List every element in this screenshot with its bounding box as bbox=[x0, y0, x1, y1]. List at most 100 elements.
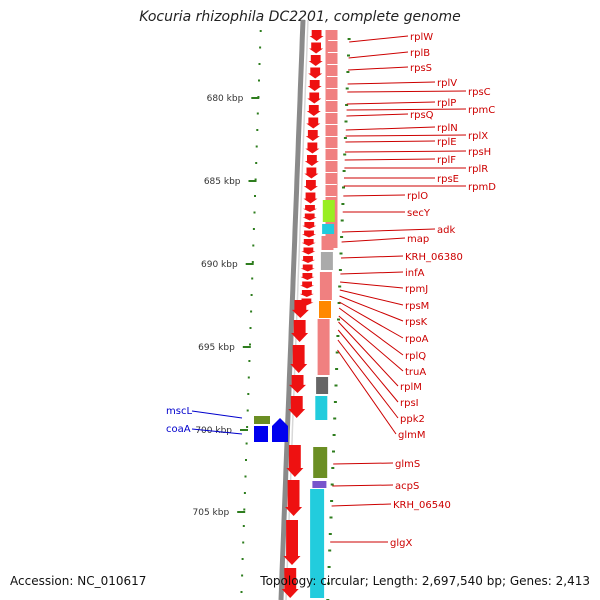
gene-label-mscl: mscL bbox=[166, 406, 192, 417]
scale-dot bbox=[251, 277, 254, 280]
gene-label-infa: infA bbox=[405, 268, 425, 279]
gene-arrow bbox=[309, 30, 324, 41]
scale-dot bbox=[248, 360, 251, 362]
gene-label-rplf: rplF bbox=[437, 155, 456, 166]
scale-dot bbox=[332, 450, 335, 453]
feature-block bbox=[320, 252, 333, 270]
summary-line: Topology: circular; Length: 2,697,540 bp… bbox=[260, 574, 590, 588]
scale-dot bbox=[254, 195, 256, 197]
scale-dot bbox=[336, 335, 340, 337]
leader-line bbox=[338, 307, 404, 356]
gene-arrow bbox=[309, 42, 324, 54]
gene-label-ppk2: ppk2 bbox=[400, 414, 425, 425]
scale-dot bbox=[344, 120, 348, 123]
gene-label-rplo: rplO bbox=[407, 191, 428, 202]
gene-arrow bbox=[285, 480, 303, 516]
scale-dot bbox=[247, 393, 250, 395]
scale-dot bbox=[345, 87, 349, 90]
feature-separator bbox=[324, 136, 339, 137]
scale-dot bbox=[243, 508, 246, 511]
scale-dot bbox=[255, 145, 258, 148]
gene-label-rplx: rplX bbox=[468, 131, 488, 142]
gene-label-krh_06540: KRH_06540 bbox=[393, 500, 451, 511]
scale-dot bbox=[347, 38, 351, 40]
leader-line bbox=[191, 410, 243, 419]
scale-tick-label: 690 kbp bbox=[201, 260, 238, 270]
gene-arrow bbox=[301, 247, 316, 255]
scale-tick-label: 685 kbp bbox=[204, 177, 241, 187]
gene-label-rpse: rpsE bbox=[437, 174, 459, 185]
scale-dot bbox=[337, 318, 340, 321]
scale-dot bbox=[242, 541, 245, 544]
gene-arrow bbox=[301, 256, 315, 263]
scale-dot bbox=[327, 566, 331, 568]
scale-tick bbox=[237, 511, 246, 513]
scale-dot bbox=[330, 500, 334, 502]
feature-block bbox=[316, 377, 329, 394]
feature-separator bbox=[323, 172, 338, 173]
gene-label-rpmd: rpmD bbox=[468, 182, 496, 193]
length-value: 2,697,540 bp; bbox=[421, 574, 507, 588]
gene-label-rpss: rpsS bbox=[410, 63, 432, 74]
leader-line bbox=[340, 271, 404, 275]
scale-dot bbox=[251, 261, 254, 263]
gene-label-acps: acpS bbox=[395, 481, 419, 492]
scale-dots bbox=[240, 30, 351, 600]
leader-line bbox=[339, 301, 404, 339]
scale-dot bbox=[328, 533, 332, 535]
gene-arrow bbox=[290, 345, 308, 373]
scale-tick bbox=[248, 180, 257, 182]
gene-label-coaa: coaA bbox=[166, 424, 191, 435]
gene-arrow bbox=[303, 180, 318, 191]
gene-label-trua: truA bbox=[405, 367, 426, 378]
scale-dot bbox=[338, 269, 342, 271]
leader-line bbox=[347, 81, 436, 85]
feature-block bbox=[325, 30, 338, 248]
gene-block-mscl bbox=[254, 416, 270, 424]
feature-block bbox=[319, 272, 332, 300]
scale-dot bbox=[259, 30, 262, 32]
leader-line bbox=[331, 503, 392, 507]
gene-arrow bbox=[306, 117, 321, 129]
scale-dot bbox=[255, 162, 258, 164]
gene-label-rplq: rplQ bbox=[405, 351, 426, 362]
gene-label-rpsq: rpsQ bbox=[410, 110, 434, 121]
scale-tick bbox=[242, 346, 251, 348]
scale-dot bbox=[328, 549, 332, 552]
scale-dot bbox=[241, 558, 244, 560]
scale-tick bbox=[245, 263, 254, 265]
scale-dot bbox=[252, 228, 255, 230]
gene-arrow bbox=[302, 230, 316, 238]
feature-blocks bbox=[310, 30, 343, 598]
scale-dot bbox=[256, 129, 259, 131]
scale-dot bbox=[343, 137, 347, 139]
label-leaders bbox=[191, 35, 467, 543]
scale-tick bbox=[251, 97, 260, 99]
gene-block-coaa bbox=[254, 426, 268, 442]
scale-dot bbox=[337, 302, 341, 304]
scale-dot bbox=[245, 459, 247, 461]
leader-line bbox=[337, 329, 399, 403]
gene-arrow bbox=[306, 105, 321, 116]
scale-dot bbox=[258, 79, 260, 82]
gene-label-glmm: glmM bbox=[398, 430, 426, 441]
scale-tick-label: 695 kbp bbox=[198, 343, 235, 353]
feature-block bbox=[312, 481, 327, 488]
scale-dot bbox=[250, 310, 253, 313]
gene-label-rpoa: rpoA bbox=[405, 334, 429, 345]
scale-tick bbox=[240, 429, 248, 431]
leader-line bbox=[347, 90, 467, 93]
gene-arrow bbox=[305, 130, 320, 141]
leader-line bbox=[333, 462, 394, 465]
scale-dot bbox=[345, 104, 349, 106]
feature-separator bbox=[322, 184, 337, 185]
scale-dot bbox=[252, 244, 255, 247]
gene-arrow bbox=[305, 142, 320, 154]
leader-line bbox=[346, 108, 467, 111]
gene-label-secy: secY bbox=[407, 208, 431, 219]
gene-label-rplw: rplW bbox=[410, 32, 433, 43]
scale-dot bbox=[249, 327, 252, 329]
gene-label-rplp: rplP bbox=[437, 98, 456, 109]
